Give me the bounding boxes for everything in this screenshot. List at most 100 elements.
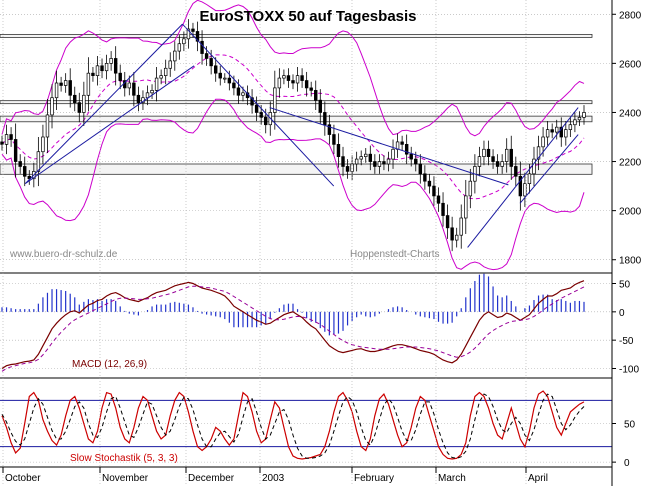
- candle-body: [409, 153, 413, 160]
- stochastic-levels: [0, 399, 612, 448]
- macd-histogram: [1, 273, 585, 336]
- candle-body: [555, 126, 559, 133]
- macd-tick-label: 0: [619, 308, 625, 319]
- candle-body: [577, 117, 582, 121]
- candle-body: [414, 158, 418, 165]
- candle-body: [218, 72, 222, 79]
- watermark-right: Hoppenstedt-Charts: [350, 249, 440, 260]
- candle-body: [68, 80, 72, 96]
- watermark-left: www.buero-dr-schulz.de: [9, 249, 118, 260]
- candle-body: [468, 180, 473, 197]
- price-tick-label: 2600: [619, 59, 642, 70]
- candle-body: [432, 185, 436, 197]
- stochastic-k-line: [1, 390, 585, 460]
- candle-body: [495, 161, 500, 167]
- candle-body: [236, 87, 241, 96]
- candle-body: [295, 75, 300, 84]
- candle-body: [386, 158, 391, 165]
- candle-body: [104, 63, 109, 72]
- candle-body: [532, 158, 536, 175]
- price-tick-label: 1800: [619, 256, 642, 267]
- candle-body: [573, 119, 577, 126]
- candle-body: [18, 161, 22, 167]
- candle-body: [454, 234, 459, 241]
- panel-frames: [0, 0, 613, 486]
- candle-body: [300, 75, 304, 81]
- stochastic-gridlines: [0, 423, 612, 463]
- candle-body: [168, 60, 172, 69]
- candle-body: [318, 99, 322, 113]
- candle-body: [4, 134, 9, 145]
- horizontal-bands: [0, 34, 593, 175]
- candle-body: [73, 94, 77, 103]
- candle-body: [13, 139, 18, 162]
- candle-body: [509, 148, 513, 167]
- trendline: [24, 65, 195, 185]
- candle-body: [382, 161, 386, 165]
- month-label: 2003: [262, 473, 285, 484]
- candle-body: [36, 151, 41, 172]
- candle-body: [550, 129, 554, 133]
- candle-body: [445, 215, 450, 229]
- candle-body: [345, 166, 350, 172]
- macd-panel: MACD (12, 26,9) 50 0 -50 -100: [0, 273, 639, 376]
- candle-body: [354, 158, 359, 165]
- candle-body: [364, 153, 368, 157]
- horizontal-band: [0, 163, 593, 175]
- candle-body: [400, 141, 404, 145]
- candle-body: [482, 148, 486, 157]
- candle-body: [314, 90, 318, 101]
- candle-body: [286, 75, 291, 81]
- candle-body: [477, 156, 482, 167]
- candle-body: [418, 163, 423, 175]
- candle-body: [132, 82, 136, 96]
- stochastic-d-line: [1, 393, 585, 459]
- candle-body: [264, 117, 268, 126]
- price-tick-label: 2800: [619, 10, 642, 21]
- candle-body: [209, 58, 213, 67]
- candle-body: [82, 94, 86, 113]
- candle-body: [536, 146, 541, 160]
- candle-body: [450, 227, 454, 241]
- candle-body: [45, 114, 50, 138]
- candle-body: [223, 77, 227, 80]
- trendline: [182, 23, 335, 187]
- month-label: December: [188, 473, 235, 484]
- candle-body: [232, 82, 236, 89]
- candle-body: [541, 136, 545, 148]
- candle-body: [113, 58, 118, 74]
- candle-body: [332, 134, 336, 145]
- macd-tick-label: 50: [619, 280, 631, 291]
- horizontal-band: [0, 100, 593, 105]
- candle-body: [95, 65, 100, 76]
- candle-body: [213, 65, 218, 74]
- candle-body: [277, 77, 282, 89]
- candle-body: [77, 102, 82, 113]
- candle-body: [150, 90, 154, 94]
- price-tick-label: 2400: [619, 108, 642, 119]
- candle-body: [173, 50, 177, 62]
- candle-body: [504, 148, 509, 162]
- candle-body: [23, 166, 27, 177]
- macd-title: MACD (12, 26,9): [72, 359, 147, 370]
- candle-body: [327, 124, 332, 135]
- trendline: [467, 107, 579, 248]
- candle-body: [486, 148, 491, 157]
- candle-body: [568, 124, 573, 130]
- candle-body: [41, 136, 45, 153]
- candle-body: [518, 175, 523, 197]
- candle-body: [200, 40, 204, 54]
- candle-body: [159, 75, 163, 79]
- candle-body: [0, 141, 4, 145]
- trendline: [519, 134, 579, 204]
- macd-gridlines: [0, 283, 612, 369]
- trendline: [269, 107, 509, 186]
- candle-body: [309, 87, 313, 91]
- candle-body: [136, 94, 141, 103]
- horizontal-band: [0, 34, 593, 38]
- candle-body: [564, 129, 568, 138]
- candle-body: [500, 161, 504, 167]
- candle-body: [191, 28, 195, 32]
- candle-body: [154, 77, 159, 91]
- macd-signal-line: [1, 285, 585, 372]
